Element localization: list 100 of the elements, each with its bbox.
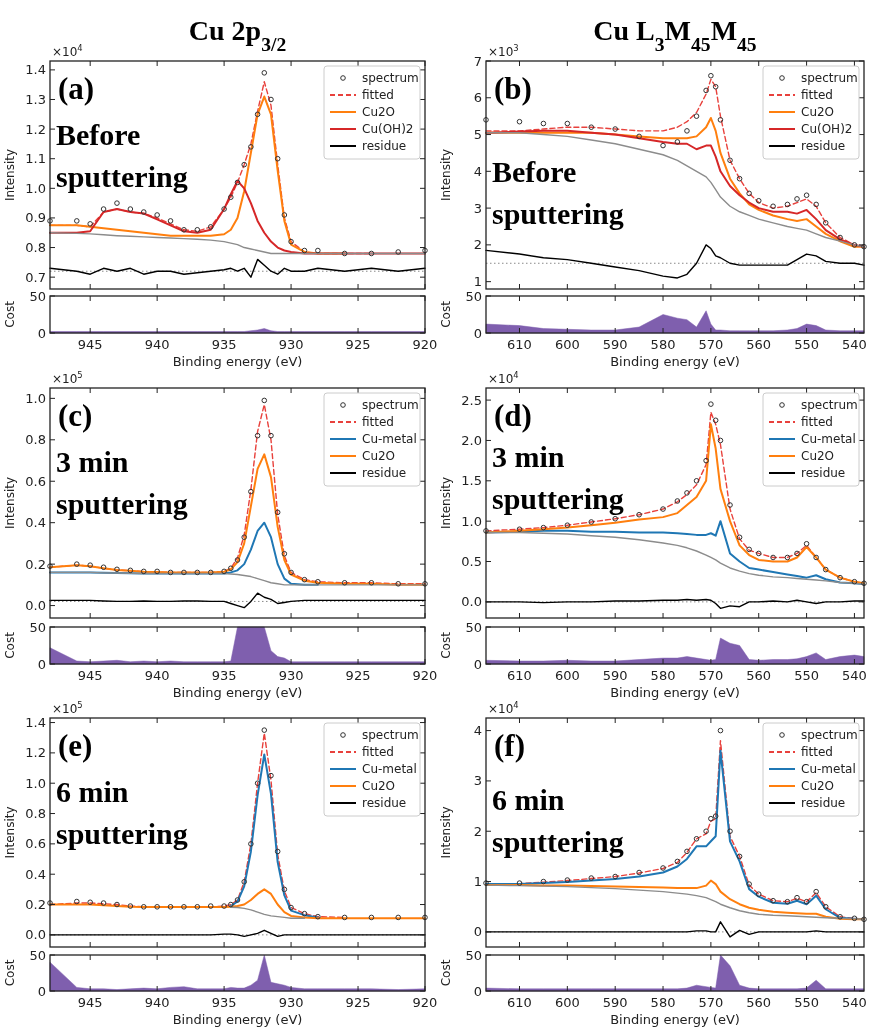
legend-label: spectrum	[801, 398, 858, 413]
legend-label: Cu2O	[801, 449, 835, 464]
annotation: (f)	[494, 728, 525, 763]
y-tick-label: 0.7	[25, 269, 46, 285]
y-tick-label: 0.8	[25, 806, 46, 822]
legend-label: spectrum	[362, 71, 419, 86]
chart-title: Cu L$_{3}$M$_{45}$M$_{45}$	[593, 15, 757, 55]
y-tick-label: 1.5	[461, 473, 482, 489]
y-axis-title: Cost	[439, 631, 453, 659]
x-tick-label: 560	[746, 337, 772, 352]
y-tick-label: 0	[473, 924, 482, 940]
legend-label: spectrum	[362, 398, 419, 413]
y-tick-label: 50	[465, 619, 482, 635]
y-tick-label: 0.0	[461, 594, 482, 610]
y-tick-label: 1	[473, 874, 482, 890]
x-tick-label: 580	[650, 995, 676, 1010]
y-tick-label: 0.8	[25, 240, 46, 256]
y-tick-label: 0.0	[25, 598, 46, 614]
y-tick-label: 0.0	[25, 927, 46, 943]
legend-label: fitted	[801, 88, 833, 103]
legend-label: spectrum	[362, 728, 419, 743]
y-tick-label: 1.4	[25, 715, 46, 731]
x-tick-label: 590	[602, 337, 628, 352]
y-tick-label: 6	[473, 90, 482, 106]
y-tick-label: 0.5	[461, 554, 482, 570]
y-tick-label: 2	[473, 823, 482, 839]
x-tick-label: 945	[77, 668, 103, 683]
legend-label: Cu(OH)2	[362, 122, 414, 137]
x-tick-label: 945	[77, 995, 103, 1010]
legend-label: residue	[362, 139, 407, 154]
annotation: (b)	[494, 71, 532, 106]
y-tick-label: 1.3	[25, 92, 46, 108]
x-tick-label: 925	[345, 668, 371, 683]
x-tick-label: 935	[211, 995, 237, 1010]
legend-label: residue	[801, 139, 846, 154]
legend-label: Cu(OH)2	[801, 122, 853, 137]
y-axis-title: Cost	[3, 959, 17, 987]
y-tick-label: 0.4	[25, 866, 46, 882]
x-tick-label: 560	[746, 995, 772, 1010]
legend-label: residue	[362, 466, 407, 481]
x-tick-label: 580	[650, 668, 676, 683]
x-tick-label: 600	[554, 995, 580, 1010]
y-tick-label: 7	[473, 53, 482, 69]
y-tick-label: 0.6	[25, 836, 46, 852]
x-tick-label: 925	[345, 995, 371, 1010]
annotation: (c)	[58, 398, 93, 433]
legend-label: fitted	[801, 745, 833, 760]
y-tick-label: 0.9	[25, 210, 46, 226]
text: ×10$^{4}$	[52, 43, 83, 59]
y-tick-label: 1.0	[25, 390, 46, 406]
annotation: 6 min sputtering	[492, 783, 624, 858]
x-tick-label: 540	[842, 337, 867, 352]
annotation: 3 min sputtering	[492, 440, 624, 515]
x-axis-title: Binding energy (eV)	[172, 685, 303, 700]
legend-label: Cu2O	[801, 105, 835, 120]
x-tick-label: 570	[698, 668, 724, 683]
y-tick-label: 1.0	[25, 180, 46, 196]
x-tick-label: 920	[412, 668, 438, 683]
x-tick-label: 540	[842, 995, 867, 1010]
x-tick-label: 935	[211, 668, 237, 683]
y-tick-label: 50	[29, 288, 46, 304]
y-tick-label: 0	[473, 983, 482, 999]
annotation: 6 min sputtering	[56, 775, 188, 850]
legend-label: Cu2O	[362, 105, 396, 120]
y-tick-label: 1.0	[461, 513, 482, 529]
y-tick-label: 50	[465, 947, 482, 963]
legend-label: Cu-metal	[362, 432, 417, 447]
x-tick-label: 590	[602, 668, 628, 683]
y-tick-label: 1.0	[25, 775, 46, 791]
x-tick-label: 920	[412, 337, 438, 352]
y-tick-label: 1.2	[25, 745, 46, 761]
y-tick-label: 3	[473, 773, 482, 789]
y-tick-label: 0	[37, 656, 46, 672]
y-axis-title: Intensity	[439, 148, 453, 202]
legend-label: Cu2O	[362, 449, 396, 464]
annotation: 3 min sputtering	[56, 445, 188, 520]
x-tick-label: 930	[278, 995, 304, 1010]
y-axis-title: Intensity	[439, 476, 453, 530]
x-tick-label: 570	[698, 995, 724, 1010]
x-tick-label: 570	[698, 337, 724, 352]
x-axis-title: Binding energy (eV)	[172, 1012, 303, 1027]
x-tick-label: 925	[345, 337, 371, 352]
legend-label: fitted	[801, 415, 833, 430]
x-tick-label: 920	[412, 995, 438, 1010]
y-tick-label: 0.6	[25, 473, 46, 489]
legend-label: Cu2O	[362, 779, 396, 794]
legend-label: residue	[801, 796, 846, 811]
x-tick-label: 610	[507, 995, 532, 1010]
y-tick-label: 50	[29, 619, 46, 635]
annotation: Before sputtering	[56, 118, 188, 193]
x-tick-label: 940	[144, 995, 170, 1010]
legend-label: residue	[362, 796, 407, 811]
y-tick-label: 2.0	[461, 433, 482, 449]
x-tick-label: 935	[211, 337, 237, 352]
annotation: (a)	[58, 71, 95, 106]
text: ×10$^{3}$	[488, 43, 519, 59]
legend-label: spectrum	[801, 71, 858, 86]
y-axis-title: Cost	[3, 631, 17, 659]
y-tick-label: 5	[473, 127, 482, 143]
chart-title: Cu 2p$_{3/2}$	[188, 15, 287, 55]
